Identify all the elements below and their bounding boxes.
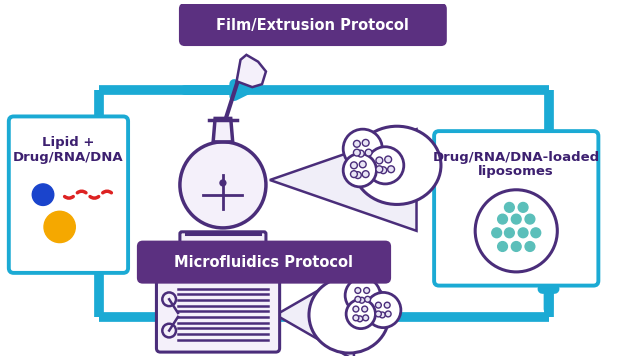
Polygon shape bbox=[276, 270, 354, 360]
Circle shape bbox=[353, 149, 360, 156]
Circle shape bbox=[353, 140, 360, 147]
Circle shape bbox=[220, 180, 226, 186]
Circle shape bbox=[162, 292, 176, 306]
Circle shape bbox=[531, 228, 541, 238]
Circle shape bbox=[362, 139, 369, 146]
Circle shape bbox=[505, 202, 514, 212]
Circle shape bbox=[343, 154, 376, 187]
Text: Film/Extrusion Protocol: Film/Extrusion Protocol bbox=[216, 18, 409, 33]
Circle shape bbox=[505, 228, 514, 238]
Circle shape bbox=[355, 172, 361, 179]
Circle shape bbox=[376, 157, 383, 164]
Text: liposomes: liposomes bbox=[479, 165, 554, 178]
Text: Lipid +: Lipid + bbox=[42, 136, 95, 149]
Circle shape bbox=[353, 315, 359, 321]
Circle shape bbox=[388, 166, 394, 173]
Circle shape bbox=[384, 302, 390, 308]
Circle shape bbox=[355, 296, 361, 302]
Circle shape bbox=[525, 214, 535, 224]
Circle shape bbox=[361, 306, 368, 312]
FancyBboxPatch shape bbox=[180, 232, 266, 267]
Circle shape bbox=[364, 288, 370, 293]
Circle shape bbox=[512, 214, 521, 224]
Circle shape bbox=[512, 242, 521, 251]
Circle shape bbox=[376, 166, 383, 173]
Ellipse shape bbox=[353, 126, 441, 204]
Circle shape bbox=[237, 243, 251, 256]
Polygon shape bbox=[270, 129, 417, 231]
Circle shape bbox=[379, 312, 385, 318]
FancyBboxPatch shape bbox=[434, 131, 598, 285]
Circle shape bbox=[363, 315, 369, 321]
Circle shape bbox=[498, 242, 507, 251]
Circle shape bbox=[357, 316, 363, 322]
Circle shape bbox=[355, 288, 361, 293]
Circle shape bbox=[376, 302, 381, 308]
Ellipse shape bbox=[309, 277, 389, 353]
Circle shape bbox=[357, 150, 364, 157]
Circle shape bbox=[345, 278, 380, 313]
Text: Drug/RNA/DNA: Drug/RNA/DNA bbox=[13, 151, 124, 164]
Circle shape bbox=[518, 228, 528, 238]
Circle shape bbox=[366, 147, 404, 184]
Circle shape bbox=[32, 184, 54, 206]
Circle shape bbox=[385, 156, 392, 163]
Circle shape bbox=[162, 324, 176, 337]
Circle shape bbox=[380, 167, 387, 174]
Circle shape bbox=[350, 162, 357, 169]
Circle shape bbox=[362, 171, 369, 177]
Circle shape bbox=[44, 211, 75, 243]
Text: Drug/RNA/DNA-loaded: Drug/RNA/DNA-loaded bbox=[433, 151, 600, 164]
Circle shape bbox=[492, 228, 502, 238]
Circle shape bbox=[475, 190, 557, 272]
Circle shape bbox=[525, 242, 535, 251]
Circle shape bbox=[359, 297, 365, 303]
Circle shape bbox=[350, 171, 357, 177]
Circle shape bbox=[385, 311, 391, 317]
FancyBboxPatch shape bbox=[137, 240, 391, 284]
Circle shape bbox=[360, 161, 366, 168]
Circle shape bbox=[518, 202, 528, 212]
Circle shape bbox=[346, 299, 376, 329]
Text: Microfluidics Protocol: Microfluidics Protocol bbox=[174, 255, 353, 270]
Circle shape bbox=[366, 292, 401, 328]
Circle shape bbox=[353, 306, 359, 312]
Circle shape bbox=[498, 214, 507, 224]
Circle shape bbox=[376, 311, 381, 317]
FancyBboxPatch shape bbox=[9, 116, 128, 273]
FancyBboxPatch shape bbox=[179, 3, 447, 46]
Polygon shape bbox=[213, 118, 232, 142]
Circle shape bbox=[343, 129, 383, 168]
Circle shape bbox=[365, 149, 372, 156]
Polygon shape bbox=[237, 55, 266, 87]
Circle shape bbox=[180, 142, 266, 228]
FancyBboxPatch shape bbox=[156, 278, 280, 352]
Circle shape bbox=[365, 296, 371, 302]
